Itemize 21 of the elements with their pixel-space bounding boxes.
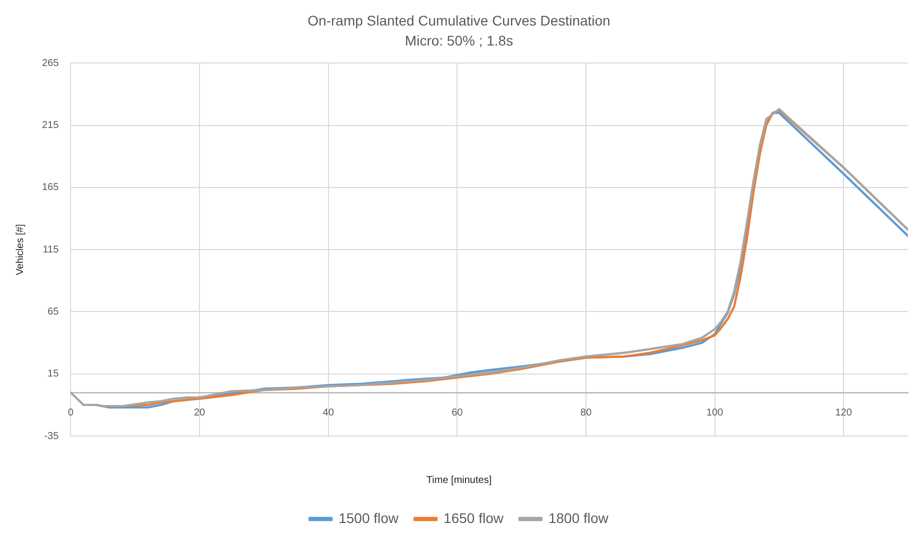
y-tick-label: 15 [48,368,60,380]
y-tick-label: 65 [48,306,60,318]
y-tick-label: 165 [42,182,60,194]
y-tick-label: 115 [42,244,60,256]
x-tick-label: 0 [68,407,74,418]
y-tick-label: 215 [42,120,60,132]
x-axis-title: Time [minutes] [426,474,492,486]
x-tick-label: 80 [580,407,592,418]
x-tick-label: 60 [452,407,464,418]
legend-label: 1500 flow [338,510,400,526]
y-tick-label: -35 [44,430,60,442]
x-tick-label: 120 [835,407,852,418]
x-tick-label: 100 [706,407,724,418]
x-tick-label: 20 [194,407,206,418]
legend-label: 1800 flow [548,510,610,526]
y-axis-title: Vehicles [#] [14,224,26,276]
x-tick-label: 40 [322,407,334,418]
chart-subtitle: Micro: 50% ; 1.8s [404,32,514,48]
y-tick-label: 265 [42,58,60,69]
chart-title: On-ramp Slanted Cumulative Curves Destination [308,12,610,29]
legend-label: 1650 flow [444,510,504,526]
